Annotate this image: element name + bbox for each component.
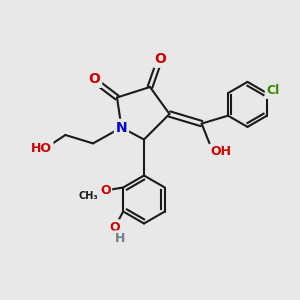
Text: O: O (154, 52, 166, 66)
Text: O: O (88, 72, 101, 86)
Text: Cl: Cl (266, 84, 280, 97)
Text: CH₃: CH₃ (79, 191, 98, 201)
Text: HO: HO (31, 142, 52, 155)
Text: O: O (109, 221, 119, 234)
Text: O: O (100, 184, 110, 197)
Text: N: N (116, 121, 127, 134)
Text: OH: OH (210, 145, 231, 158)
Text: H: H (115, 232, 125, 245)
